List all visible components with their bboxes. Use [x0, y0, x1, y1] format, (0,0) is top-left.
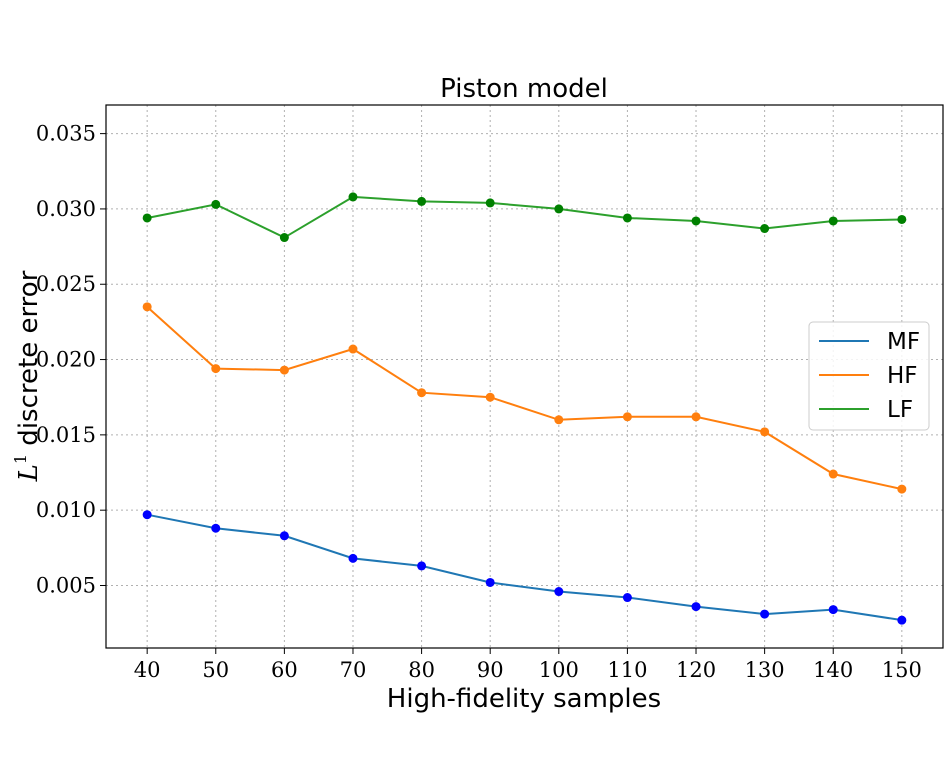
- ticks: 40 50 60 70 80 90 100 110 120 130 140 150 0.005 0.010…: [36, 122, 922, 682]
- y-axis-label-text: discrete error: [14, 270, 44, 454]
- y-axis-label-superscript: 1: [11, 454, 30, 464]
- x-tick-label: 40: [134, 658, 161, 682]
- data-point-hf: [622, 412, 632, 422]
- legend-label-lf: LF: [887, 397, 913, 423]
- y-tick-label: 0.005: [36, 573, 96, 597]
- y-tick-label: 0.035: [36, 122, 96, 146]
- data-point-mf: [622, 593, 632, 603]
- data-point-hf: [348, 344, 358, 354]
- data-point-hf: [760, 427, 770, 437]
- data-point-hf: [897, 484, 907, 494]
- data-point-lf: [211, 199, 221, 209]
- data-point-lf: [897, 214, 907, 224]
- x-tick-label: 80: [408, 658, 435, 682]
- data-point-hf: [417, 388, 427, 398]
- chart-title: Piston model: [440, 74, 608, 104]
- x-tick-label: 120: [676, 658, 716, 682]
- x-tick-label: 60: [271, 658, 298, 682]
- data-point-mf: [691, 602, 701, 612]
- data-point-mf: [348, 553, 358, 563]
- data-point-lf: [554, 204, 564, 214]
- y-axis-label: L1 discrete error: [11, 270, 44, 482]
- y-tick-label: 0.025: [36, 272, 96, 296]
- data-point-mf: [417, 561, 427, 571]
- data-point-lf: [691, 216, 701, 226]
- data-point-lf: [760, 224, 770, 234]
- data-point-lf: [279, 233, 289, 243]
- data-point-hf: [142, 302, 152, 312]
- data-point-lf: [348, 192, 358, 202]
- series-line-mf: [146, 513, 902, 622]
- data-point-mf: [828, 605, 838, 615]
- data-point-mf: [760, 609, 770, 619]
- axes: [105, 104, 944, 649]
- x-tick-label: 50: [202, 658, 229, 682]
- data-point-hf: [211, 364, 221, 374]
- data-point-mf: [211, 523, 221, 533]
- series-lf: [142, 192, 907, 243]
- data-point-lf: [142, 213, 152, 223]
- data-point-mf: [554, 587, 564, 597]
- data-point-mf: [279, 531, 289, 541]
- y-tick-label: 0.010: [36, 498, 96, 522]
- series-line-lf: [146, 195, 902, 239]
- series: [142, 192, 907, 625]
- data-point-mf: [142, 510, 152, 520]
- y-axis-label-main: L: [14, 464, 44, 482]
- y-tick-label: 0.020: [36, 348, 96, 372]
- x-tick-label: 140: [813, 658, 853, 682]
- data-point-hf: [691, 412, 701, 422]
- legend: MF HF LF: [808, 321, 930, 431]
- x-tick-label: 100: [539, 658, 579, 682]
- x-tick-label: 70: [340, 658, 367, 682]
- data-point-hf: [554, 415, 564, 425]
- data-point-mf: [897, 615, 907, 625]
- x-tick-label: 130: [745, 658, 785, 682]
- legend-label-hf: HF: [887, 363, 918, 389]
- data-point-lf: [485, 198, 495, 208]
- x-axis-label: High-fidelity samples: [387, 684, 661, 714]
- x-tick-label: 110: [607, 658, 647, 682]
- y-tick-label: 0.015: [36, 423, 96, 447]
- data-point-hf: [279, 365, 289, 375]
- y-tick-label: 0.030: [36, 197, 96, 221]
- x-tick-label: 90: [477, 658, 504, 682]
- plot-frame: [105, 104, 944, 649]
- legend-label-mf: MF: [887, 329, 920, 355]
- data-point-lf: [828, 216, 838, 226]
- series-mf: [142, 510, 907, 625]
- data-point-hf: [828, 469, 838, 479]
- series-line-hf: [146, 306, 903, 491]
- series-hf: [142, 302, 907, 494]
- data-point-lf: [417, 196, 427, 206]
- x-tick-label: 150: [882, 658, 922, 682]
- data-point-hf: [485, 392, 495, 402]
- data-point-lf: [622, 213, 632, 223]
- data-point-mf: [485, 577, 495, 587]
